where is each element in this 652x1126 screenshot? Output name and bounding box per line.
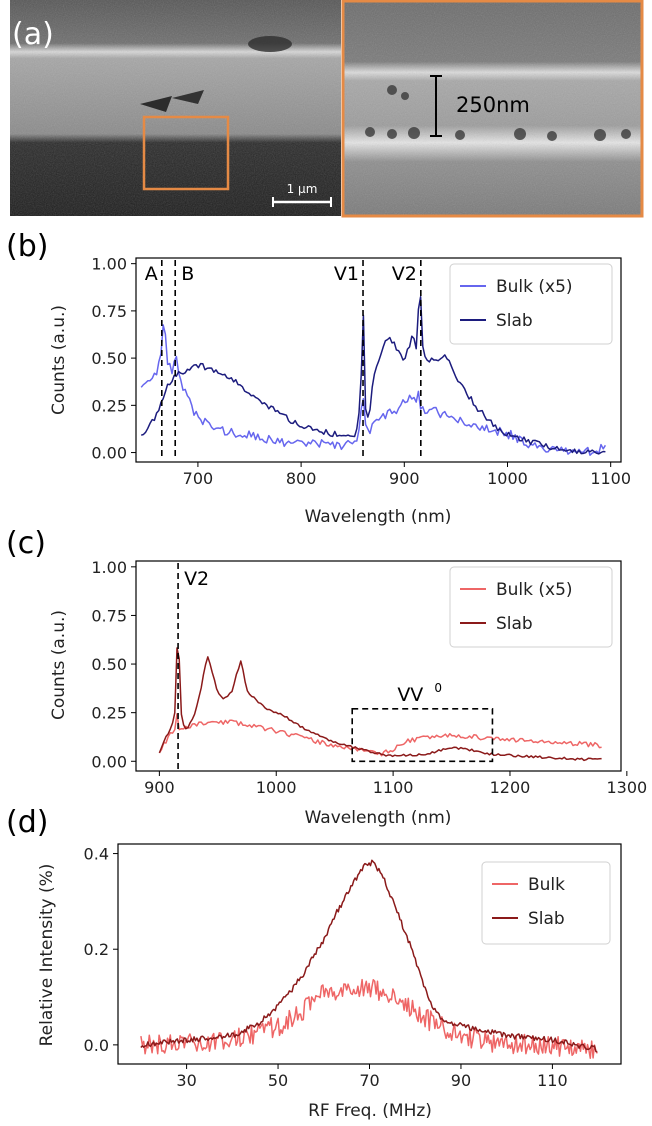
legend-entry: Slab: [528, 909, 565, 929]
reference-line-label: V2: [392, 263, 417, 285]
series-line-bulk: [140, 978, 598, 1059]
zoom-region-box: [142, 115, 230, 191]
panel-letter-a: (a): [12, 17, 54, 52]
y-tick-label: 0.25: [91, 704, 127, 723]
panel-b-chart: (b) 700 800 900 1000 1100 0.00 0.25 0.50 0.75 1.0…: [6, 229, 631, 527]
x-tick-label: 700: [183, 469, 214, 488]
x-axis-label: RF Freq. (MHz): [308, 1101, 432, 1121]
x-tick-label: 70: [359, 1071, 379, 1090]
panel-a: 1 µm (a) 250nm: [10, 0, 644, 218]
region-box-label: VV: [397, 684, 423, 706]
y-tick-label: 0.4: [84, 845, 109, 864]
y-tick-label: 0.0: [84, 1036, 109, 1055]
x-tick-label: 1100: [590, 469, 631, 488]
x-tick-label: 1000: [256, 778, 297, 797]
y-axis-label: Relative Intensity (%): [37, 864, 57, 1047]
reference-line-label: V2: [184, 568, 209, 590]
y-tick-label: 0.25: [91, 396, 127, 415]
x-tick-label: 30: [176, 1071, 196, 1090]
legend-frame: [449, 566, 613, 648]
x-axis-label: Wavelength (nm): [305, 507, 452, 527]
plot-frame: [135, 257, 622, 463]
series-line-bulk-x5-: [158, 713, 602, 757]
y-tick-label: 0.00: [91, 752, 127, 771]
y-tick-label: 0.75: [91, 302, 127, 321]
sem-image-cross-section: [10, 0, 341, 216]
y-tick-label: 1.00: [91, 255, 127, 274]
series-line-slab: [158, 647, 602, 762]
y-tick-label: 0.50: [91, 349, 127, 368]
y-tick-label: 0.2: [84, 940, 109, 959]
y-tick-label: 0.00: [91, 444, 127, 463]
x-tick-label: 900: [144, 778, 175, 797]
reference-line-label: B: [181, 263, 194, 285]
x-tick-label: 50: [268, 1071, 288, 1090]
panel-c-chart: (c) 900 1000 1100 1200 1300 0.00 0.25 0.50 0.75 1…: [6, 526, 647, 828]
y-tick-label: 0.50: [91, 655, 127, 674]
legend: Bulk (x5) Slab: [449, 263, 613, 345]
legend: Bulk Slab: [481, 861, 611, 945]
series-line-slab: [140, 295, 606, 455]
plot-frame: [135, 560, 622, 772]
x-tick-label: 1300: [606, 778, 647, 797]
x-tick-label: 110: [537, 1071, 568, 1090]
thickness-marker: 250nm: [430, 75, 530, 137]
region-box: [351, 707, 494, 763]
y-tick-label: 1.00: [91, 558, 127, 577]
region-box-label-superscript: 0: [434, 681, 442, 695]
reference-line-label: A: [145, 263, 158, 285]
legend: Bulk (x5) Slab: [449, 566, 613, 648]
y-axis-label: Counts (a.u.): [49, 610, 69, 720]
legend-entry: Bulk (x5): [496, 277, 573, 297]
legend-entry: Bulk (x5): [496, 580, 573, 600]
y-tick-label: 0.75: [91, 606, 127, 625]
panel-d-chart: (d) 30 50 70 90 1100.00.20.4 RF Freq. (MHz) …: [6, 805, 622, 1121]
x-tick-label: 800: [286, 469, 317, 488]
reference-line-label: V1: [334, 263, 359, 285]
series-line-bulk-x5-: [140, 324, 607, 456]
panel-letter-c: (c): [6, 526, 46, 561]
y-axis-label: Counts (a.u.): [49, 305, 69, 415]
panel-letter-b: (b): [6, 229, 48, 264]
x-axis-label: Wavelength (nm): [305, 808, 452, 828]
legend-entry: Bulk: [528, 875, 565, 895]
scale-bar-label: 1 µm: [287, 182, 318, 196]
panel-letter-d: (d): [6, 805, 48, 840]
x-tick-label: 1200: [490, 778, 531, 797]
x-tick-label: 1100: [373, 778, 414, 797]
series-line-slab: [140, 859, 598, 1053]
x-tick-label: 1000: [487, 469, 528, 488]
scale-bar: 1 µm: [272, 182, 332, 207]
legend-frame: [481, 861, 611, 945]
x-tick-label: 900: [389, 469, 420, 488]
legend-entry: Slab: [496, 311, 533, 331]
legend-entry: Slab: [496, 614, 533, 634]
sem-image-zoom: [341, 0, 644, 218]
x-tick-label: 90: [451, 1071, 471, 1090]
legend-frame: [449, 263, 613, 345]
thickness-label: 250nm: [456, 93, 530, 117]
